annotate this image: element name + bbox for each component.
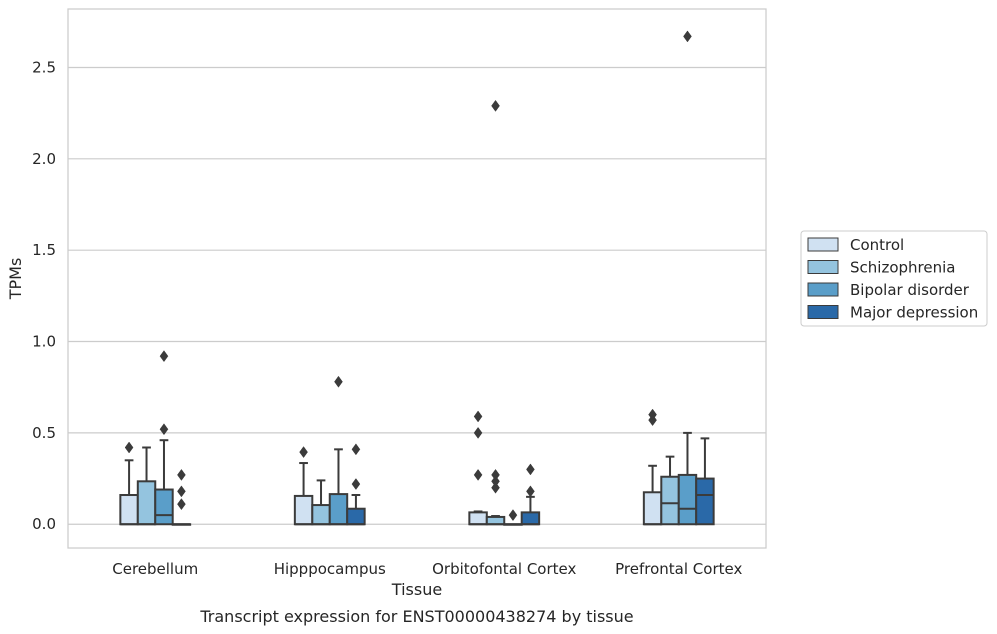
legend-label: Schizophrenia — [850, 259, 955, 277]
y-tick-label: 0.0 — [32, 515, 56, 533]
grid-lines — [68, 66, 766, 525]
box — [328, 493, 349, 526]
box-group — [468, 410, 488, 526]
outlier-point — [334, 375, 343, 388]
legend-swatch — [807, 305, 839, 319]
box-group — [695, 437, 715, 526]
outlier-point — [473, 468, 483, 481]
outlier-point — [177, 485, 186, 498]
outlier-point — [351, 443, 361, 456]
box — [695, 477, 715, 526]
box-group — [660, 455, 680, 526]
legend-label: Bipolar disorder — [850, 281, 970, 299]
outlier-point — [177, 498, 186, 511]
box-group — [136, 446, 157, 526]
box-group — [154, 350, 174, 526]
chart-caption: Transcript expression for ENST0000043827… — [199, 607, 633, 626]
x-tick-label: Cerebellum — [112, 560, 198, 578]
outlier-point — [159, 423, 169, 436]
box — [311, 504, 331, 526]
x-tick-label: Hipppocampus — [274, 560, 386, 578]
box-group — [503, 509, 523, 526]
y-tick-label: 0.5 — [32, 424, 56, 442]
outlier-point — [491, 468, 500, 481]
legend-item: Bipolar disorder — [807, 281, 970, 299]
legend-swatch — [807, 260, 839, 274]
x-axis-title: Tissue — [391, 580, 442, 599]
box — [660, 475, 680, 526]
box-series — [119, 30, 715, 526]
legend-swatch — [807, 237, 839, 252]
box-group — [119, 441, 139, 526]
legend-item: Major depression — [807, 304, 978, 322]
box-group — [520, 463, 541, 526]
outlier-point — [299, 446, 308, 459]
legend: Control Schizophrenia Bipolar disorder Majo… — [800, 230, 988, 327]
box-group — [346, 443, 366, 526]
box-group — [293, 446, 314, 526]
y-tick-label: 1.5 — [32, 241, 56, 259]
box-group — [485, 99, 506, 526]
y-tick-label: 1.0 — [32, 333, 56, 351]
outlier-point — [508, 509, 518, 522]
box — [520, 511, 541, 526]
plot-frame — [67, 8, 767, 549]
y-axis-title: TPMs — [6, 258, 25, 301]
x-tick-label: Orbitofontal Cortex — [432, 560, 576, 578]
box-group — [328, 375, 349, 526]
box — [468, 511, 488, 526]
outlier-point — [473, 426, 483, 439]
legend-frame — [800, 230, 988, 327]
outlier-point — [526, 463, 535, 476]
box-group — [642, 408, 663, 526]
box — [119, 494, 139, 526]
box — [154, 488, 174, 526]
outlier-point — [177, 468, 186, 481]
box-group — [171, 468, 192, 526]
outlier-point — [526, 485, 535, 498]
outlier-point — [159, 350, 169, 363]
x-tick-label: Prefrontal Cortex — [615, 560, 742, 578]
x-tick-labels: Cerebellum Hipppocampus Orbitofontal Corte… — [112, 560, 742, 578]
outlier-point — [124, 441, 134, 454]
outlier-point — [491, 475, 500, 488]
box-group — [677, 30, 698, 526]
box — [346, 507, 366, 526]
outlier-point — [491, 481, 500, 494]
y-tick-labels: 0.0 0.5 1.0 1.5 2.0 2.5 — [32, 58, 56, 533]
legend-label: Major depression — [850, 304, 978, 322]
box — [293, 494, 314, 526]
box — [136, 480, 157, 526]
outlier-point — [491, 99, 500, 112]
outlier-point — [683, 30, 692, 43]
legend-swatch — [807, 282, 839, 297]
legend-label: Control — [850, 236, 904, 254]
outlier-point — [351, 478, 361, 490]
outlier-point — [648, 408, 657, 421]
y-tick-label: 2.5 — [32, 58, 56, 76]
legend-item: Schizophrenia — [807, 259, 955, 277]
box — [642, 491, 663, 526]
outlier-point — [473, 410, 483, 423]
box — [677, 473, 698, 526]
y-tick-label: 2.0 — [32, 150, 56, 168]
legend-item: Control — [807, 236, 904, 254]
box — [485, 515, 506, 526]
box-group — [311, 479, 331, 526]
legend-items: Control Schizophrenia Bipolar disorder Majo… — [807, 236, 978, 322]
